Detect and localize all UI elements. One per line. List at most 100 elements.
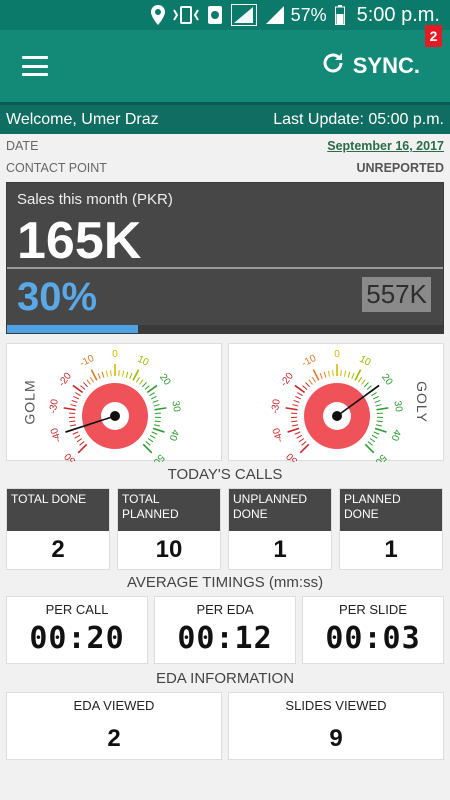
gauge-tick: [371, 434, 378, 439]
gauge-tick-label: -10: [78, 353, 96, 370]
call-card-total-planned: TOTAL PLANNED 10: [117, 488, 221, 570]
gauge-needle: [65, 415, 116, 433]
gauge-tick: [376, 407, 389, 411]
gauge-tick: [144, 385, 150, 390]
gauge-tick: [308, 379, 313, 385]
gauge-tick: [69, 424, 77, 427]
gauge-tick: [125, 371, 129, 378]
timing-card-per-call: PER CALL 00:20: [6, 596, 148, 664]
gauge-tick: [146, 384, 158, 394]
clock: 5:00 p.m.: [356, 3, 440, 26]
gauge-tick: [319, 373, 323, 379]
gauge-tick: [70, 404, 77, 407]
contact-label: CONTACT POINT: [6, 161, 107, 175]
gauge-tick: [305, 382, 310, 388]
gauge-tick: [151, 431, 158, 435]
section-title-eda-information: EDA INFORMATION: [155, 670, 295, 687]
gauge-tick: [332, 370, 334, 377]
gauge-tick: [152, 399, 159, 403]
gauge-tick-label: -50: [284, 450, 302, 462]
gauge-tick: [297, 392, 303, 397]
gauge-tick: [302, 385, 308, 390]
timing-card-per-eda: PER EDA 00:12: [154, 596, 296, 664]
timing-value: 00:03: [325, 621, 421, 656]
last-update-text: Last Update: 05:00 p.m.: [273, 110, 444, 128]
gauge-tick: [83, 382, 88, 388]
sync-button[interactable]: SYNC. 2: [321, 25, 442, 81]
gauge-tick: [105, 370, 108, 377]
gauge-tick: [149, 392, 155, 397]
gauge-tick-label: 40: [388, 428, 402, 442]
gauge-tick: [129, 373, 133, 379]
gauge-tick: [291, 420, 298, 423]
gauge-tick: [69, 420, 76, 423]
menu-icon[interactable]: [22, 56, 48, 76]
timing-value: 00:20: [29, 621, 125, 656]
call-card-label: UNPLANNED DONE: [229, 489, 331, 531]
gauge-tick: [374, 427, 387, 433]
timing-label: PER CALL: [45, 602, 109, 617]
call-card-total-done: TOTAL DONE 2: [6, 488, 110, 570]
gauge-tick: [369, 438, 376, 443]
call-card-value: 10: [155, 536, 183, 563]
contact-row: CONTACT POINT UNREPORTED: [6, 158, 444, 178]
welcome-text: Welcome, Umer Draz: [6, 110, 159, 128]
call-card-label: TOTAL PLANNED: [118, 489, 220, 531]
call-card-unplanned-done: UNPLANNED DONE 1: [228, 488, 332, 570]
eda-card-slides-viewed: SLIDES VIEWED 9: [228, 692, 444, 760]
gauge-tick: [292, 404, 299, 407]
gauge-card-golm: -50 -40 -30 -20 -10 0 10 20 30 40 50 GOLM: [6, 343, 222, 462]
section-title-average-timings: AVERAGE TIMINGS (mm:ss): [126, 574, 324, 591]
sales-label: Sales this month (PKR): [17, 191, 173, 208]
sales-value: 165K: [17, 212, 142, 270]
gauge-tick: [145, 441, 151, 446]
sales-percent: 30%: [17, 275, 98, 319]
gauge-tick: [344, 370, 347, 377]
gauge-tick: [293, 399, 300, 403]
gauge-tick: [312, 369, 320, 381]
gauge-tick: [142, 443, 153, 454]
gauge-tick: [154, 420, 161, 423]
gauge-tick-label: -40: [49, 426, 64, 444]
gauge-tick: [110, 370, 112, 377]
gauge-tick-label: -40: [271, 426, 286, 444]
gauge-hub: [110, 411, 120, 421]
vibrate-icon: [172, 6, 199, 24]
gauge-tick: [298, 438, 305, 443]
date-value[interactable]: September 16, 2017: [327, 139, 444, 153]
gauge-tick: [74, 434, 81, 439]
call-card-value: 1: [384, 536, 398, 563]
call-card-planned-done: PLANNED DONE 1: [339, 488, 443, 570]
gauge-hub: [332, 411, 342, 421]
gauge-tick: [89, 376, 94, 383]
welcome-bar: Welcome, Umer Draz Last Update: 05:00 p.…: [0, 102, 450, 134]
sales-card: Sales this month (PKR) 165K 30% 557K: [6, 182, 444, 334]
gauge-tick-label: 30: [391, 400, 404, 413]
gauge-tick: [291, 424, 299, 427]
status-bar: 57% 5:00 p.m.: [0, 0, 450, 30]
refresh-icon: [321, 51, 353, 81]
gauge-tick: [366, 385, 372, 390]
gauge-tick: [364, 443, 375, 454]
app-bar: SYNC. 2: [0, 25, 450, 102]
call-card-value: 2: [51, 536, 65, 563]
section-title-todays-calls: TODAY'S CALLS: [167, 466, 283, 483]
gauge-tick: [90, 369, 98, 381]
gauge-tick: [149, 434, 156, 439]
call-card-label: PLANNED DONE: [340, 489, 442, 531]
gauge-tick: [376, 420, 383, 423]
gauge-tick: [373, 431, 380, 435]
timing-value: 00:12: [177, 621, 273, 656]
gauge-tick: [299, 443, 310, 454]
gauge-tick: [142, 382, 147, 388]
gauge-needle: [336, 384, 380, 417]
eda-value: 9: [329, 725, 343, 752]
gauge-tick: [311, 376, 316, 383]
timing-label: PER EDA: [196, 602, 254, 617]
gauge-tick-label: -20: [57, 370, 75, 389]
gauge-tick-label: 10: [135, 354, 150, 369]
sync-badge: 2: [425, 25, 442, 47]
gauge-tick-label: 20: [157, 372, 173, 388]
gauge-tick: [132, 369, 140, 381]
